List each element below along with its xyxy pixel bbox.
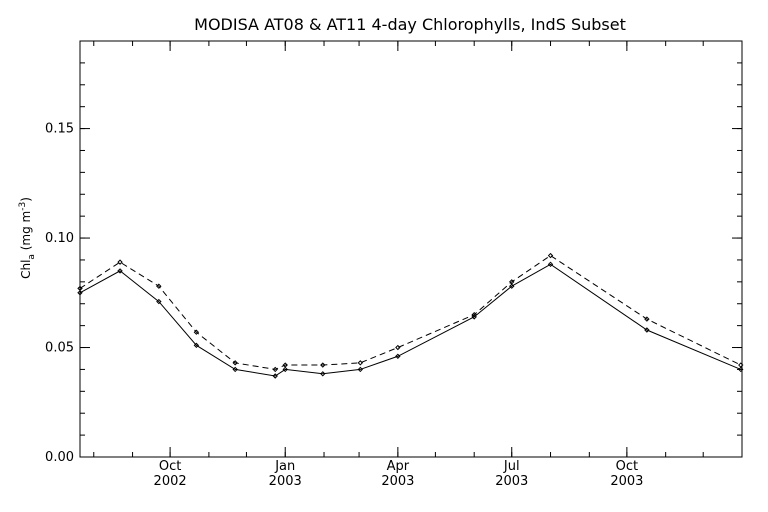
data-point-dashed	[509, 279, 515, 285]
series-layer	[77, 252, 744, 379]
y-tick-label: 0.15	[45, 122, 74, 137]
data-point-solid	[272, 373, 278, 379]
data-point-dashed	[357, 360, 364, 366]
data-point-dashed	[644, 316, 650, 322]
data-point-solid	[509, 283, 515, 289]
series-dashed	[77, 252, 744, 373]
y-axis-label-units-suffix: )	[19, 197, 33, 202]
series-solid	[77, 261, 744, 379]
x-tick-label-month: Jul	[503, 459, 520, 474]
data-point-solid	[156, 298, 162, 305]
data-point-dashed	[471, 311, 477, 318]
x-tick-label-year: 2003	[269, 474, 302, 489]
y-tick-label: 0.10	[45, 231, 74, 246]
x-tick-label-month: Jan	[274, 459, 295, 474]
series-line-dashed	[79, 254, 741, 370]
y-axis-label-base: Chl	[19, 260, 33, 279]
data-point-solid	[547, 261, 554, 268]
y-axis-label-subscript: a	[27, 254, 37, 260]
y-axis-label-units: (mg m	[19, 211, 33, 254]
data-point-solid	[738, 366, 744, 373]
x-tick-label-month: Apr	[387, 459, 410, 474]
data-point-dashed	[282, 362, 288, 368]
data-point-dashed	[738, 362, 744, 368]
data-point-solid	[193, 342, 200, 349]
data-point-dashed	[272, 366, 278, 373]
data-point-solid	[77, 290, 83, 296]
data-point-dashed	[156, 283, 162, 289]
chart-title: MODISA AT08 & AT11 4-day Chlorophylls, I…	[194, 15, 626, 34]
series-line-solid	[79, 263, 741, 377]
axis-tick-labels: 0.000.050.100.15Oct2002Jan2003Apr2003Jul…	[45, 122, 643, 489]
axis-ticks	[80, 40, 743, 458]
y-axis-label-units-superscript: -3	[18, 202, 28, 211]
data-point-solid	[357, 366, 364, 373]
data-point-solid	[117, 268, 123, 274]
y-tick-label: 0.00	[45, 450, 74, 465]
x-tick-label-month: Oct	[159, 459, 181, 474]
data-point-dashed	[232, 360, 238, 366]
data-point-dashed	[117, 259, 123, 265]
x-tick-label-year: 2003	[495, 474, 528, 489]
data-point-solid	[320, 371, 326, 377]
data-point-solid	[395, 353, 401, 359]
x-tick-label-year: 2002	[154, 474, 187, 489]
plot-frame	[79, 40, 743, 458]
data-point-solid	[282, 366, 288, 373]
y-tick-label: 0.05	[45, 341, 74, 356]
x-tick-label-year: 2003	[610, 474, 643, 489]
data-point-dashed	[320, 362, 326, 368]
x-tick-label-year: 2003	[381, 474, 414, 489]
data-point-dashed	[193, 329, 200, 335]
y-axis-label: Chla (mg m-3)	[18, 197, 37, 279]
data-point-dashed	[395, 344, 401, 351]
data-point-solid	[644, 327, 650, 333]
data-point-solid	[232, 366, 238, 373]
data-point-dashed	[547, 252, 554, 259]
x-tick-label-month: Oct	[616, 459, 638, 474]
data-point-dashed	[77, 285, 83, 292]
